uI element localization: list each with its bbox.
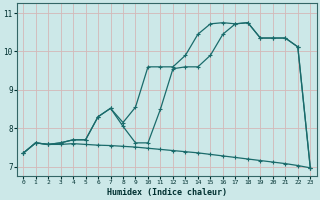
X-axis label: Humidex (Indice chaleur): Humidex (Indice chaleur) [107, 188, 227, 197]
